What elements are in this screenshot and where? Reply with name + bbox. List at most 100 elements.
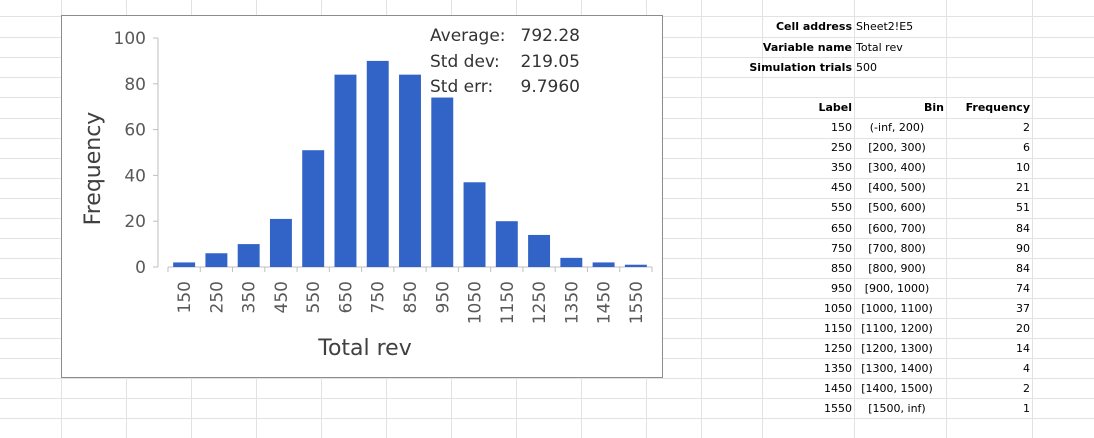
- stats-average: Average: 792.28: [430, 26, 580, 46]
- table-cell-frequency[interactable]: 1: [1023, 402, 1030, 415]
- x-tick-label: 1150: [498, 281, 518, 324]
- x-tick-label: 350: [240, 281, 260, 313]
- histogram-bar[interactable]: [237, 244, 260, 267]
- table-cell-label[interactable]: 250: [831, 141, 852, 154]
- x-tick-label: 650: [336, 281, 356, 313]
- table-cell-bin[interactable]: (-inf, 200): [869, 121, 925, 134]
- table-cell-label[interactable]: 450: [831, 181, 852, 194]
- table-header-frequency[interactable]: Frequency: [965, 101, 1030, 114]
- table-cell-frequency[interactable]: 6: [1023, 141, 1030, 154]
- table-cell-bin[interactable]: [300, 400): [868, 161, 926, 174]
- stats-std-dev-value: 219.05: [520, 52, 580, 72]
- x-tick-label: 850: [401, 281, 421, 313]
- table-cell-bin[interactable]: [600, 700): [868, 222, 926, 235]
- x-tick-label: 1050: [466, 281, 486, 324]
- stats-average-label: Average:: [430, 26, 506, 46]
- histogram-bar[interactable]: [334, 74, 357, 267]
- table-cell-label[interactable]: 1050: [824, 302, 852, 315]
- table-cell-label[interactable]: 1350: [824, 362, 852, 375]
- y-tick-label: 60: [124, 121, 146, 141]
- histogram-bar[interactable]: [366, 60, 389, 268]
- info-value-simulation-trials[interactable]: 500: [856, 61, 877, 74]
- histogram-bar[interactable]: [463, 182, 486, 267]
- stats-std-err-value: 9.7960: [520, 77, 580, 97]
- table-cell-frequency[interactable]: 2: [1023, 121, 1030, 134]
- table-cell-label[interactable]: 950: [831, 282, 852, 295]
- table-cell-frequency[interactable]: 2: [1023, 382, 1030, 395]
- table-cell-label[interactable]: 1250: [824, 342, 852, 355]
- table-cell-bin[interactable]: [400, 500): [868, 181, 926, 194]
- histogram-chart[interactable]: 0 20 40 60 80 100 150 250 350 450 550 650 750 850 950 1…: [61, 15, 663, 378]
- histogram-bar[interactable]: [302, 150, 325, 267]
- x-tick-label: 450: [272, 281, 292, 313]
- histogram-bar[interactable]: [173, 262, 196, 267]
- histogram-bar[interactable]: [495, 221, 518, 267]
- x-tick-label: 1550: [627, 281, 647, 324]
- y-tick-label: 20: [124, 212, 146, 232]
- histogram-bar[interactable]: [592, 262, 615, 267]
- table-cell-label[interactable]: 650: [831, 222, 852, 235]
- info-value-variable-name[interactable]: Total rev: [856, 41, 903, 54]
- info-value-cell-address[interactable]: Sheet2!E5: [856, 20, 914, 33]
- table-cell-bin[interactable]: [700, 800): [868, 242, 926, 255]
- table-cell-frequency[interactable]: 37: [1016, 302, 1030, 315]
- x-tick-label: 150: [175, 281, 195, 313]
- table-cell-frequency[interactable]: 51: [1016, 201, 1030, 214]
- stats-average-value: 792.28: [520, 26, 580, 46]
- table-cell-label[interactable]: 850: [831, 262, 852, 275]
- x-tick-label: 250: [207, 281, 227, 313]
- table-cell-label[interactable]: 1450: [824, 382, 852, 395]
- x-tick-label: 1450: [595, 281, 615, 324]
- histogram-bar[interactable]: [560, 257, 583, 267]
- histogram-bar[interactable]: [624, 264, 647, 267]
- table-cell-bin[interactable]: [1200, 1300): [861, 342, 933, 355]
- table-header-label[interactable]: Label: [818, 101, 852, 114]
- info-key-cell-address[interactable]: Cell address: [775, 20, 852, 33]
- table-cell-frequency[interactable]: 14: [1016, 342, 1030, 355]
- table-cell-bin[interactable]: [800, 900): [868, 262, 926, 275]
- table-cell-bin[interactable]: [1000, 1100): [861, 302, 933, 315]
- table-cell-label[interactable]: 750: [831, 242, 852, 255]
- table-cell-frequency[interactable]: 84: [1016, 262, 1030, 275]
- chart-plot-area: 0 20 40 60 80 100 150 250 350 450 550 650 750 850 950 1…: [81, 29, 653, 361]
- table-cell-label[interactable]: 150: [831, 121, 852, 134]
- table-cell-frequency[interactable]: 21: [1016, 181, 1030, 194]
- table-cell-bin[interactable]: [1300, 1400): [861, 362, 933, 375]
- x-tick-label: 950: [433, 281, 453, 313]
- table-cell-label[interactable]: 550: [831, 201, 852, 214]
- table-cell-frequency[interactable]: 90: [1016, 242, 1030, 255]
- histogram-bar[interactable]: [528, 234, 551, 267]
- y-axis-title: Frequency: [81, 112, 106, 226]
- table-cell-bin[interactable]: [1100, 1200): [861, 322, 933, 335]
- stats-std-err: Std err: 9.7960: [430, 77, 580, 97]
- table-cell-bin[interactable]: [500, 600): [868, 201, 926, 214]
- table-cell-label[interactable]: 1550: [824, 402, 852, 415]
- histogram-bar[interactable]: [269, 218, 292, 267]
- stats-std-dev: Std dev: 219.05: [430, 52, 580, 72]
- y-tick-label: 80: [124, 75, 146, 95]
- x-tick-label: 550: [304, 281, 324, 313]
- info-key-variable-name[interactable]: Variable name: [762, 41, 852, 54]
- stats-std-dev-label: Std dev:: [430, 52, 500, 72]
- table-cell-label[interactable]: 1150: [824, 322, 852, 335]
- histogram-bar[interactable]: [431, 97, 454, 267]
- table-cell-label[interactable]: 350: [831, 161, 852, 174]
- table-cell-bin[interactable]: [1400, 1500): [861, 382, 933, 395]
- info-key-simulation-trials[interactable]: Simulation trials: [749, 61, 852, 74]
- x-tick-label: 1250: [530, 281, 550, 324]
- table-cell-frequency[interactable]: 10: [1016, 161, 1030, 174]
- histogram-bar[interactable]: [399, 74, 421, 267]
- histogram-bar[interactable]: [205, 253, 228, 267]
- y-tick-label: 100: [114, 29, 146, 49]
- x-tick-label: 1350: [562, 281, 582, 324]
- table-cell-frequency[interactable]: 20: [1016, 322, 1030, 335]
- table-cell-frequency[interactable]: 84: [1016, 222, 1030, 235]
- table-header-bin[interactable]: Bin: [924, 101, 944, 114]
- table-cell-bin[interactable]: [900, 1000): [864, 282, 930, 295]
- y-tick-label: 0: [135, 258, 146, 278]
- table-cell-frequency[interactable]: 4: [1023, 362, 1030, 375]
- table-cell-bin[interactable]: [200, 300): [868, 141, 926, 154]
- x-axis-title: Total rev: [317, 336, 412, 361]
- table-cell-bin[interactable]: [1500, inf): [868, 402, 926, 415]
- table-cell-frequency[interactable]: 74: [1016, 282, 1030, 295]
